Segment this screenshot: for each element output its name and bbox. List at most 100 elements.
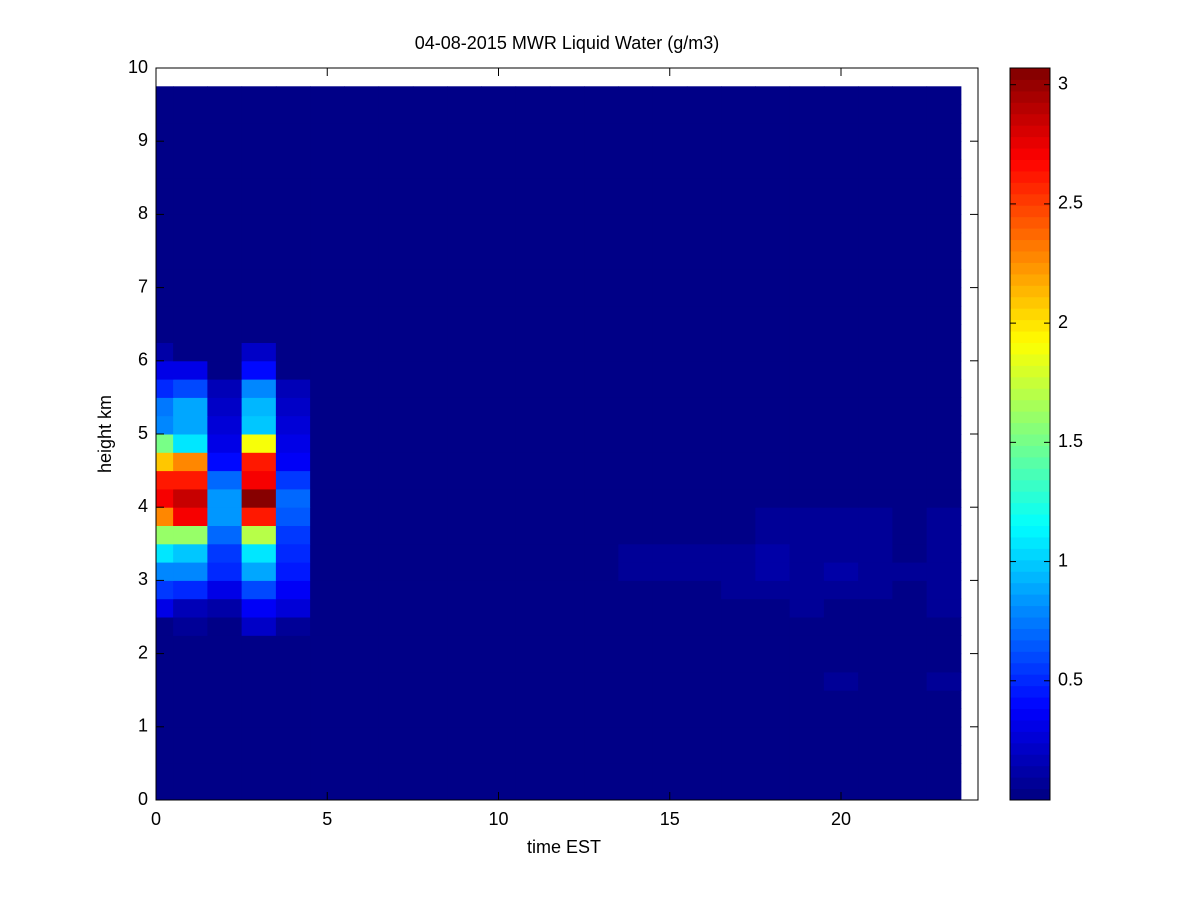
heatmap-cell xyxy=(926,86,962,106)
heatmap-cell xyxy=(344,726,380,746)
heatmap-cell xyxy=(275,177,311,197)
colorbar-swatch xyxy=(1010,685,1050,698)
heatmap-cell xyxy=(275,251,311,270)
heatmap-cell xyxy=(721,177,756,197)
heatmap-cell xyxy=(344,397,380,417)
colorbar-swatch xyxy=(1010,262,1050,275)
heatmap-cell xyxy=(618,214,654,234)
heatmap-cell xyxy=(755,726,791,746)
heatmap-cell xyxy=(926,342,962,362)
heatmap-cell xyxy=(447,269,482,289)
heatmap-cell xyxy=(310,690,345,709)
colorbar-swatch xyxy=(1010,617,1050,629)
heatmap-cell xyxy=(652,470,688,490)
heatmap-cell xyxy=(173,434,208,453)
heatmap-cell xyxy=(926,232,962,252)
heatmap-cell xyxy=(652,763,688,783)
heatmap-cell xyxy=(755,617,791,636)
heatmap-cell xyxy=(412,177,448,197)
heatmap-cell xyxy=(926,470,962,490)
heatmap-cell xyxy=(858,726,893,746)
heatmap-cell xyxy=(618,122,654,142)
heatmap-cell xyxy=(926,452,962,472)
heatmap-cell xyxy=(823,141,859,160)
heatmap-cell xyxy=(686,287,722,307)
heatmap-cell xyxy=(173,635,208,655)
heatmap-cell xyxy=(789,196,825,215)
heatmap-cell xyxy=(275,726,311,746)
heatmap-cell xyxy=(721,452,756,472)
heatmap-cell xyxy=(378,470,414,490)
heatmap-cell xyxy=(447,214,482,234)
heatmap-cell xyxy=(686,251,722,270)
y-tick-label: 3 xyxy=(138,569,148,589)
heatmap-cell xyxy=(481,232,517,252)
heatmap-cell xyxy=(584,415,619,435)
heatmap-cell xyxy=(823,104,859,124)
heatmap-cell xyxy=(721,214,756,234)
heatmap-cell xyxy=(858,379,893,398)
heatmap-cell xyxy=(515,397,551,417)
heatmap-cell xyxy=(755,214,791,234)
heatmap-cell xyxy=(618,434,654,453)
heatmap-cell xyxy=(618,251,654,270)
heatmap-cell xyxy=(378,671,414,691)
heatmap-cell xyxy=(652,507,688,526)
heatmap-cell xyxy=(241,324,277,343)
heatmap-cell xyxy=(584,342,619,362)
heatmap-cell xyxy=(721,305,756,325)
heatmap-cell xyxy=(823,434,859,453)
heatmap-cell xyxy=(686,86,722,106)
heatmap-cell xyxy=(618,470,654,490)
heatmap-cell xyxy=(686,690,722,709)
heatmap-cell xyxy=(207,104,243,124)
heatmap-cell xyxy=(481,580,517,600)
heatmap-cell xyxy=(515,159,551,179)
heatmap-cell xyxy=(686,324,722,343)
heatmap-cell xyxy=(173,232,208,252)
heatmap-cell xyxy=(721,507,756,526)
heatmap-cell xyxy=(823,196,859,215)
heatmap-cell xyxy=(823,690,859,709)
heatmap-cell xyxy=(156,452,174,472)
heatmap-cell xyxy=(378,653,414,673)
heatmap-cell xyxy=(515,726,551,746)
heatmap-cell xyxy=(858,635,893,655)
heatmap-cell xyxy=(515,214,551,234)
heatmap-cell xyxy=(549,360,585,380)
heatmap-cell xyxy=(207,141,243,160)
heatmap-cell xyxy=(686,415,722,435)
heatmap-cell xyxy=(481,617,517,636)
heatmap-cell xyxy=(823,708,859,728)
heatmap-cell xyxy=(686,452,722,472)
heatmap-cell xyxy=(173,214,208,234)
heatmap-cell xyxy=(755,763,791,783)
heatmap-cell xyxy=(755,86,791,106)
heatmap-cell xyxy=(549,86,585,106)
heatmap-cell xyxy=(447,543,482,563)
heatmap-cell xyxy=(515,708,551,728)
heatmap-cell xyxy=(481,781,517,800)
heatmap-cell xyxy=(652,635,688,655)
heatmap-cell xyxy=(789,342,825,362)
heatmap-cell xyxy=(156,415,174,435)
heatmap-cell xyxy=(892,543,928,563)
heatmap-cell xyxy=(275,342,311,362)
heatmap-cell xyxy=(755,251,791,270)
heatmap-cell xyxy=(926,617,962,636)
heatmap-cell xyxy=(926,269,962,289)
heatmap-cell xyxy=(275,141,311,160)
heatmap-cell xyxy=(721,360,756,380)
y-axis-label: height km xyxy=(95,395,115,473)
heatmap-cell xyxy=(412,470,448,490)
heatmap-cell xyxy=(275,708,311,728)
heatmap-cell xyxy=(858,104,893,124)
heatmap-cell xyxy=(892,671,928,691)
heatmap-cell xyxy=(156,617,174,636)
heatmap-cell xyxy=(481,598,517,618)
colorbar-swatch xyxy=(1010,296,1050,309)
heatmap-cell xyxy=(652,397,688,417)
heatmap-cell xyxy=(926,159,962,179)
heatmap-cell xyxy=(652,580,688,600)
heatmap-cell xyxy=(344,232,380,252)
